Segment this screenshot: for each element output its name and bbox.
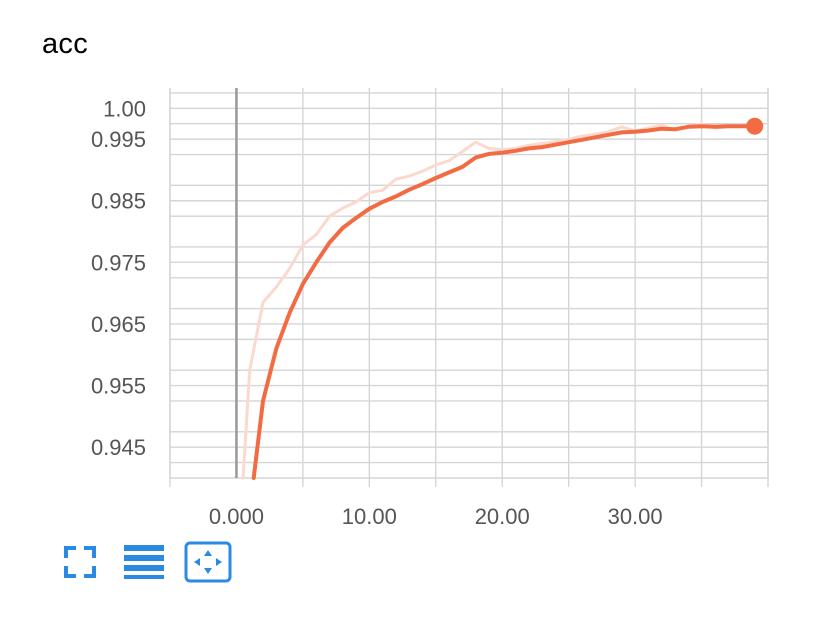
y-tick-label: 0.955 xyxy=(91,374,146,399)
y-tick-label: 0.945 xyxy=(91,435,146,460)
expand-icon xyxy=(64,546,96,578)
x-tick-label: 20.00 xyxy=(475,504,530,529)
y-tick-label: 0.965 xyxy=(91,312,146,337)
toggle-data-table-button[interactable] xyxy=(120,540,168,584)
y-tick-label: 0.975 xyxy=(91,250,146,275)
expand-button[interactable] xyxy=(56,540,104,584)
axes xyxy=(169,88,769,487)
y-tick-label: 0.995 xyxy=(91,127,146,152)
fit-domain-button[interactable] xyxy=(184,540,232,584)
y-tick-label: 1.00 xyxy=(103,96,146,121)
chart-toolbar xyxy=(56,540,248,584)
y-tick-label: 0.985 xyxy=(91,189,146,214)
x-tick-label: 0.000 xyxy=(209,504,264,529)
x-tick-label: 10.00 xyxy=(342,504,397,529)
x-tick-label: 30.00 xyxy=(608,504,663,529)
tick-labels: 1.00 0.995 0.985 0.975 0.965 0.955 0.945 0.000 1… xyxy=(91,96,663,529)
raw-series-line xyxy=(241,122,757,480)
series-lines xyxy=(241,117,764,480)
data-table-icon xyxy=(124,545,164,579)
series-end-marker xyxy=(746,117,764,135)
chart-title: acc xyxy=(42,28,89,60)
fit-domain-icon xyxy=(184,541,232,583)
smoothed-series-line xyxy=(251,124,757,480)
